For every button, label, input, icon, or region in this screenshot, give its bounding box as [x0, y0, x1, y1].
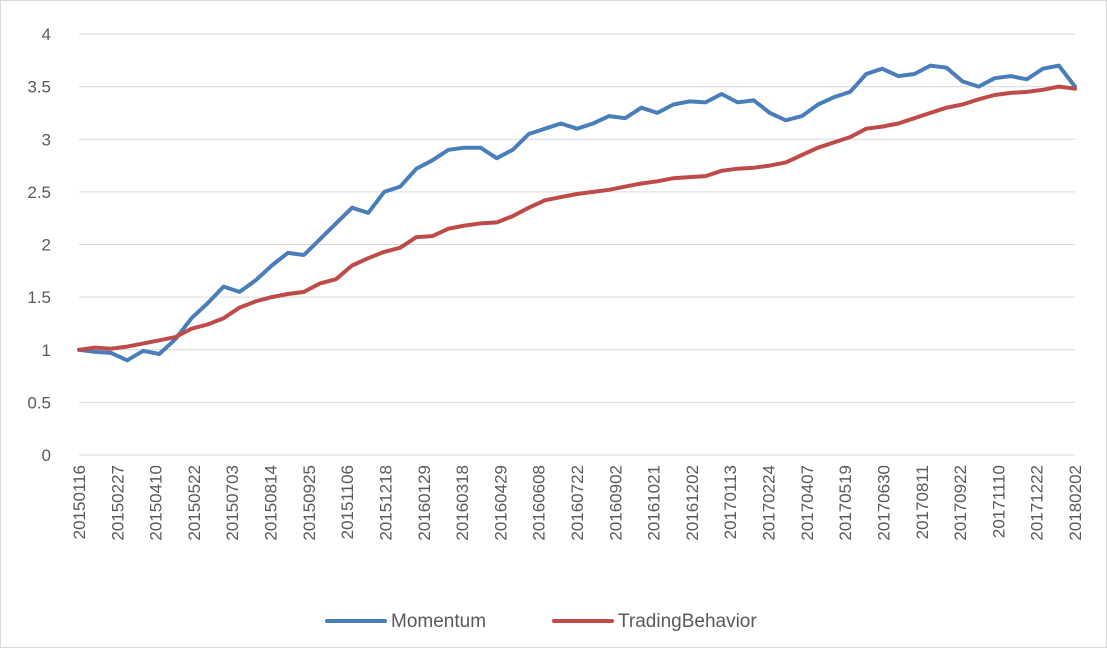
x-tick-label: 20151106 [338, 465, 357, 539]
x-tick-label: 20151218 [376, 465, 395, 541]
x-tick-label: 20170407 [798, 465, 817, 541]
series-lines [77, 63, 1077, 363]
x-tick-label: 20171222 [1028, 465, 1047, 541]
y-tick-label: 2.5 [27, 183, 51, 202]
x-tick-label: 20170113 [721, 465, 740, 539]
series-line-momentum [77, 63, 1077, 363]
x-tick-label: 20150814 [262, 465, 281, 541]
y-tick-label: 0 [42, 446, 51, 465]
x-tick-label: 20160129 [415, 465, 434, 541]
x-tick-label: 20150703 [223, 465, 242, 541]
x-tick-label: 20160722 [568, 465, 587, 541]
x-tick-label: 20150410 [147, 465, 166, 541]
x-tick-label: 20160902 [606, 465, 625, 541]
x-tick-label: 20170519 [836, 465, 855, 541]
x-tick-label: 20170811 [913, 465, 932, 539]
y-tick-label: 2 [42, 236, 51, 255]
legend: Momentum TradingBehavior [325, 611, 757, 632]
y-tick-label: 1 [42, 341, 51, 360]
x-tick-label: 20180202 [1066, 465, 1085, 541]
series-line-tradingbehavior [77, 84, 1077, 352]
x-tick-label: 20170922 [951, 465, 970, 541]
x-tick-label: 20150925 [300, 465, 319, 541]
y-tick-label: 3.5 [27, 78, 51, 97]
y-tick-label: 4 [42, 25, 51, 44]
x-tick-label: 20170630 [874, 465, 893, 541]
y-axis-ticks: 0 0.5 1 1.5 2 2.5 3 3.5 4 [27, 25, 51, 465]
x-tick-label: 20160608 [530, 465, 549, 541]
y-tick-label: 0.5 [27, 393, 51, 412]
legend-label-momentum: Momentum [391, 611, 486, 632]
x-tick-label: 20150227 [108, 465, 127, 541]
x-tick-label: 20150116 [70, 465, 89, 539]
x-tick-label: 20161021 [645, 465, 664, 541]
legend-label-tradingbehavior: TradingBehavior [618, 611, 757, 632]
x-tick-label: 20160429 [491, 465, 510, 541]
x-tick-label: 20160318 [453, 465, 472, 541]
x-tick-label: 20150522 [185, 465, 204, 541]
y-tick-label: 1.5 [27, 288, 51, 307]
x-tick-label: 20170224 [760, 465, 779, 541]
y-tick-label: 3 [42, 130, 51, 149]
x-axis-ticks: 20150116 20150227 20150410 20150522 20150703… [70, 465, 1085, 541]
gridlines [79, 33, 1075, 456]
x-tick-label: 20161202 [683, 465, 702, 541]
x-tick-label: 20171110 [989, 465, 1008, 538]
